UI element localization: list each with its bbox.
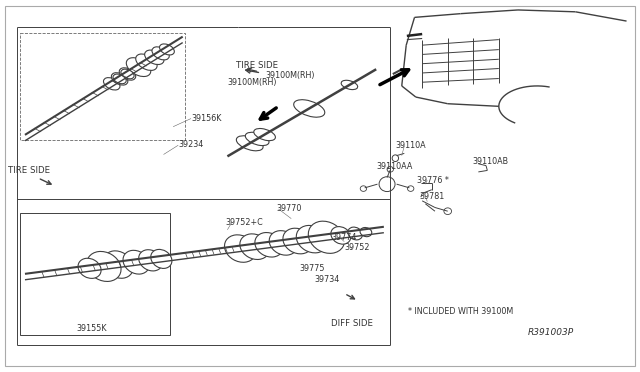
Text: 39734: 39734 <box>315 275 340 284</box>
Text: 39752+C: 39752+C <box>225 218 263 227</box>
Ellipse shape <box>283 228 312 254</box>
Text: 39110AB: 39110AB <box>472 157 508 166</box>
Text: 39774: 39774 <box>332 232 357 242</box>
Bar <box>20 213 170 335</box>
Text: 39776 *: 39776 * <box>417 176 449 185</box>
Ellipse shape <box>254 128 275 141</box>
Ellipse shape <box>255 232 283 257</box>
Text: 39155K: 39155K <box>76 324 106 333</box>
Text: R391003P: R391003P <box>527 328 573 337</box>
Ellipse shape <box>111 73 128 85</box>
Ellipse shape <box>225 235 256 262</box>
Ellipse shape <box>240 234 269 260</box>
Ellipse shape <box>78 258 101 278</box>
Ellipse shape <box>159 44 174 55</box>
Text: 39110AA: 39110AA <box>376 162 413 171</box>
Ellipse shape <box>113 74 126 84</box>
Text: 39752: 39752 <box>344 243 370 251</box>
Ellipse shape <box>126 58 151 77</box>
Text: 39781: 39781 <box>419 192 444 201</box>
Ellipse shape <box>152 47 169 60</box>
Text: TIRE SIDE: TIRE SIDE <box>8 166 51 175</box>
Ellipse shape <box>104 251 133 278</box>
Text: 39100M(RH): 39100M(RH) <box>266 71 316 80</box>
Text: DIFF SIDE: DIFF SIDE <box>331 320 373 328</box>
Text: 39156K: 39156K <box>191 114 221 123</box>
Text: * INCLUDED WITH 39100M: * INCLUDED WITH 39100M <box>408 307 513 316</box>
Text: 39100M(RH): 39100M(RH) <box>227 78 277 87</box>
Ellipse shape <box>331 227 351 244</box>
Ellipse shape <box>348 227 362 240</box>
Ellipse shape <box>294 100 324 117</box>
Ellipse shape <box>296 225 328 253</box>
Ellipse shape <box>245 132 269 145</box>
Ellipse shape <box>123 250 149 274</box>
Text: 39110A: 39110A <box>396 141 426 150</box>
Ellipse shape <box>139 250 163 271</box>
Ellipse shape <box>360 228 372 237</box>
Ellipse shape <box>119 68 136 80</box>
Text: 39770: 39770 <box>276 205 302 214</box>
Text: 39775: 39775 <box>300 264 325 273</box>
Text: TIRE SIDE: TIRE SIDE <box>236 61 278 70</box>
Bar <box>20 33 184 140</box>
Ellipse shape <box>269 231 298 255</box>
Ellipse shape <box>87 251 121 282</box>
Ellipse shape <box>136 54 157 70</box>
Ellipse shape <box>121 69 134 79</box>
Ellipse shape <box>236 136 263 151</box>
Ellipse shape <box>308 221 344 253</box>
Text: 39234: 39234 <box>178 140 204 149</box>
Ellipse shape <box>145 50 164 64</box>
Ellipse shape <box>151 249 172 269</box>
Ellipse shape <box>341 80 358 90</box>
Ellipse shape <box>104 78 120 90</box>
